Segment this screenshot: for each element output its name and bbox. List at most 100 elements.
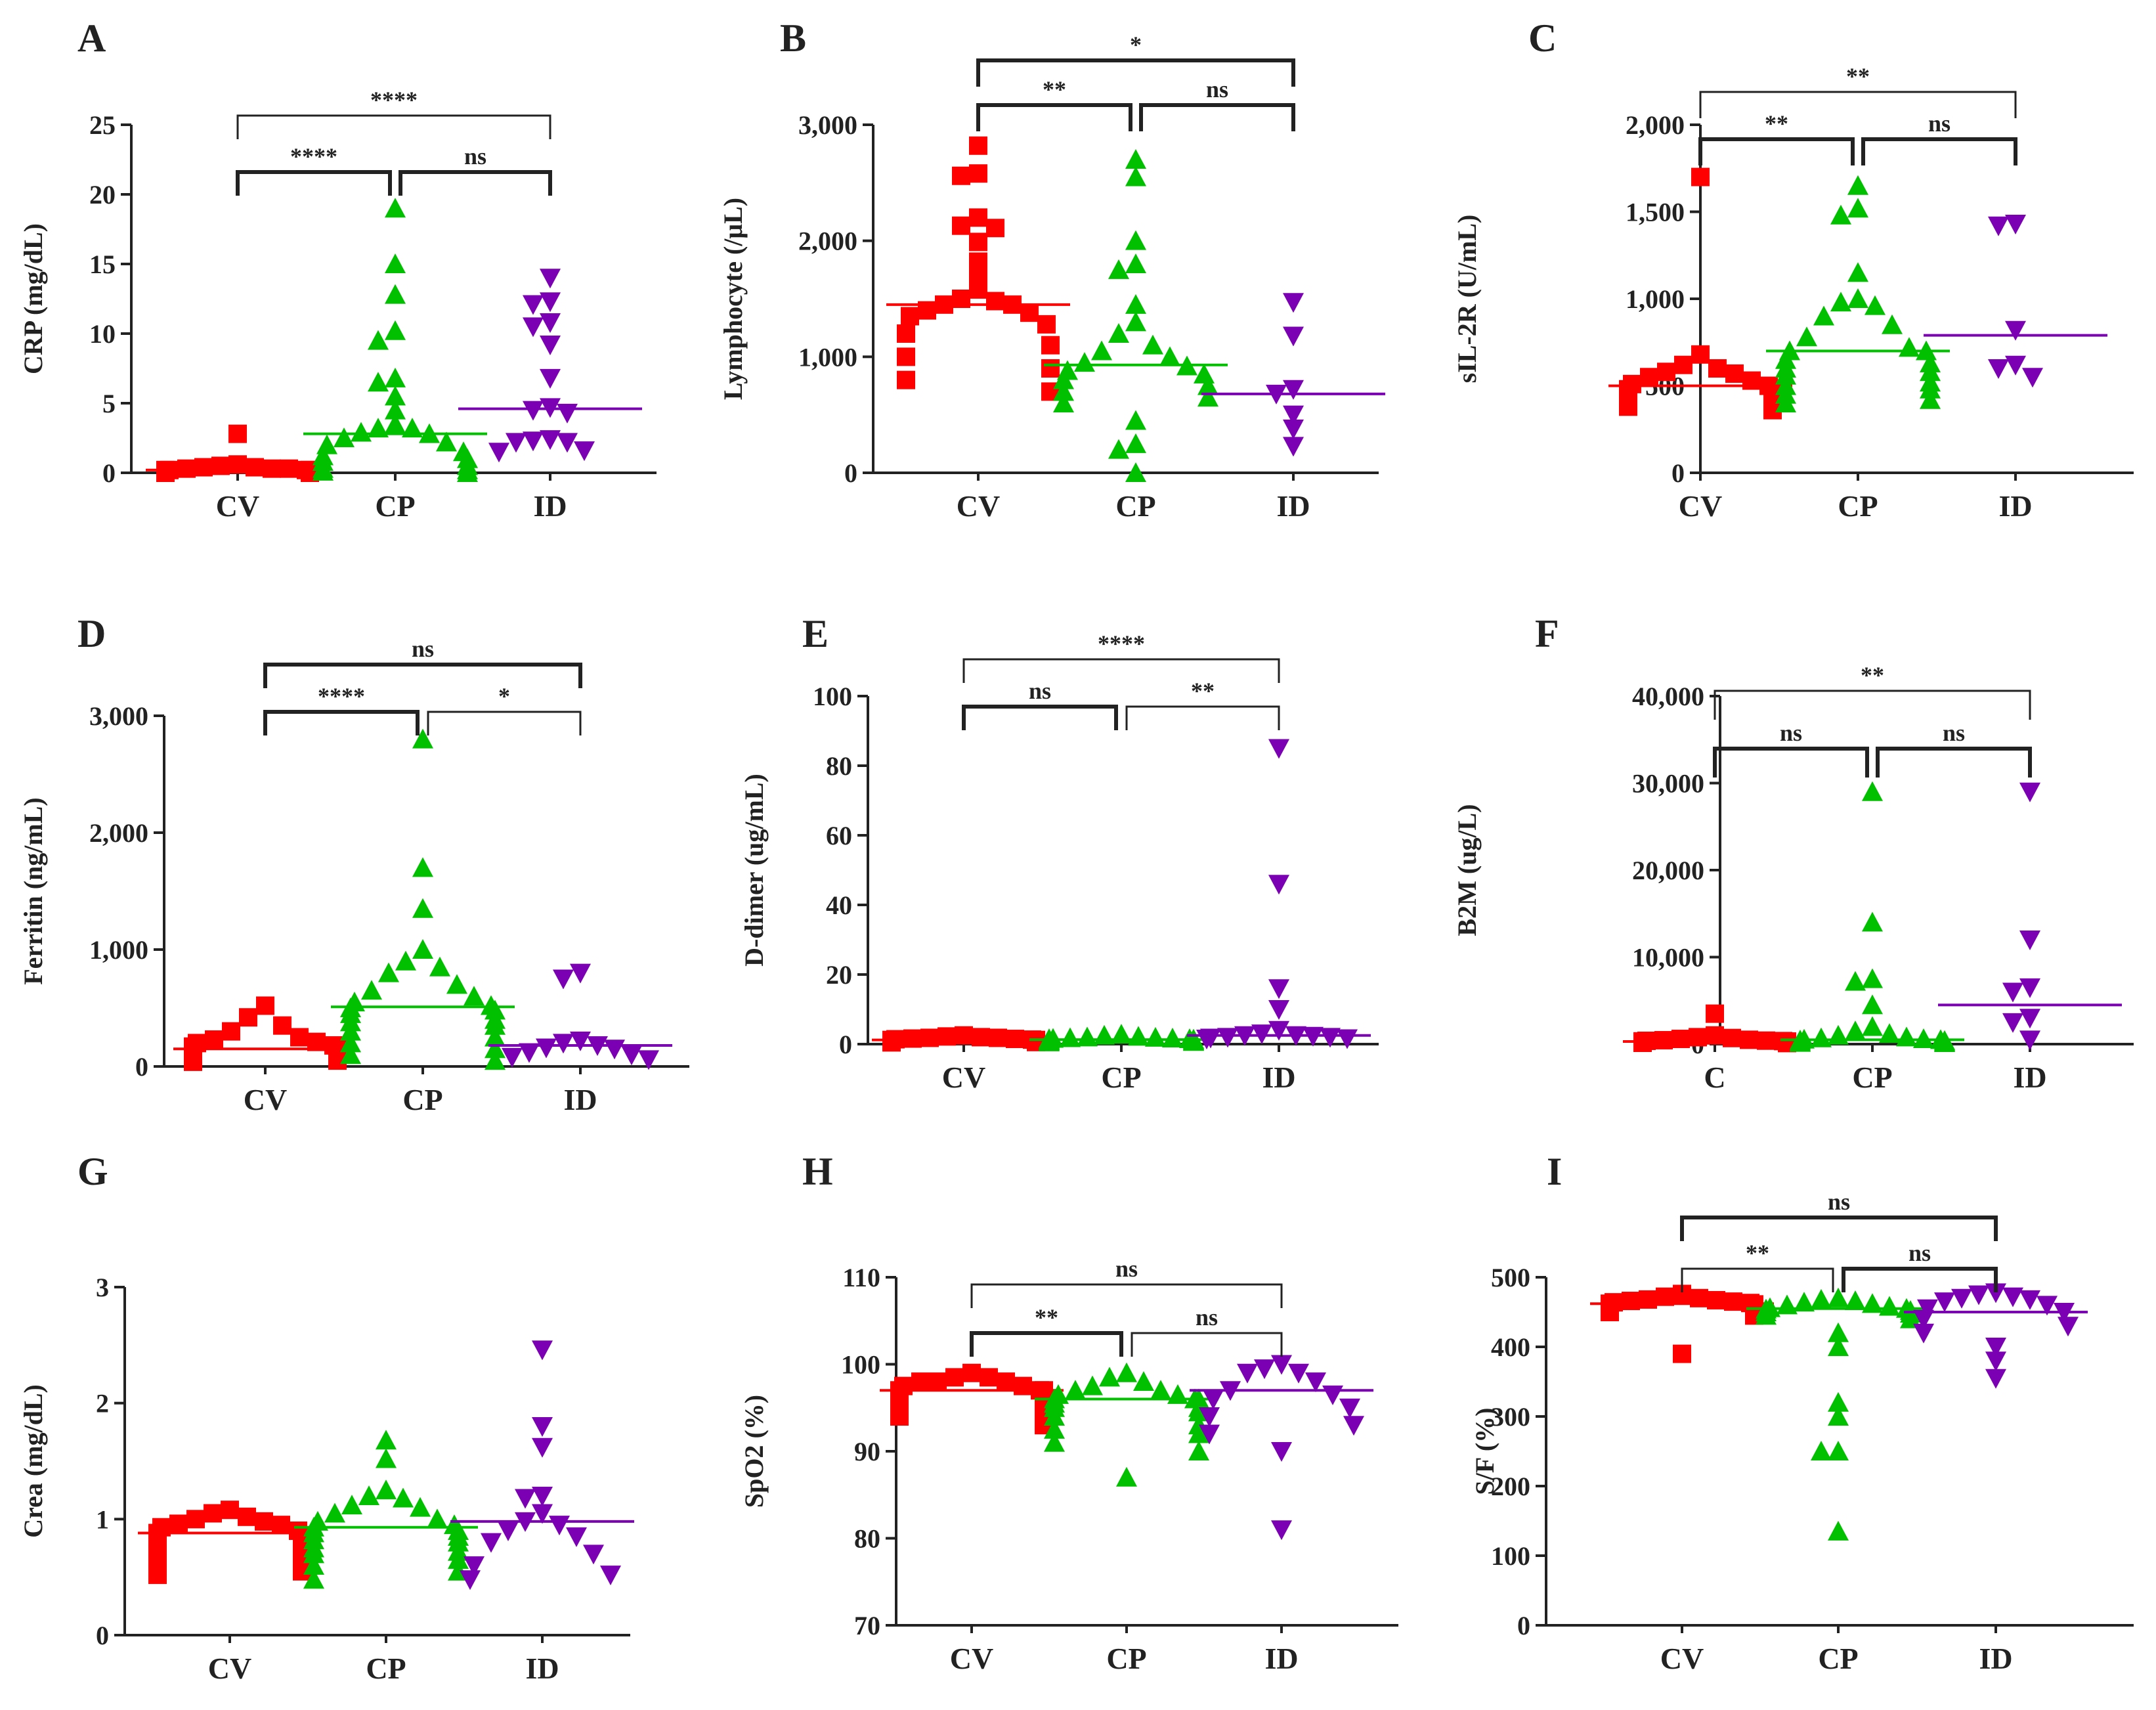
data-point-id [2019, 1290, 2040, 1310]
significance-label: ** [1846, 63, 1870, 89]
data-point-cv [272, 1516, 290, 1535]
data-point-cp [1796, 326, 1817, 347]
data-point-cv [1708, 359, 1727, 378]
data-point-cp [457, 462, 478, 482]
data-point-id [1985, 1369, 2006, 1389]
data-point-cv [184, 1052, 202, 1071]
data-point-cp [385, 198, 406, 218]
x-tick-label: ID [533, 489, 567, 523]
data-point-id [2005, 215, 2026, 235]
data-point-id [2058, 1317, 2079, 1337]
data-point-cp [1077, 1026, 1098, 1047]
significance-bracket [1714, 690, 2031, 720]
data-point-id [583, 1545, 604, 1565]
data-point-id [2002, 982, 2023, 1003]
data-point-cp [368, 330, 389, 350]
x-tick-label: CV [942, 1061, 985, 1094]
data-point-cp [1811, 1288, 1832, 1309]
significance-label: ns [412, 636, 434, 662]
data-point-id [1271, 1355, 1292, 1375]
data-point-id [2005, 355, 2026, 376]
data-point-cv [920, 1028, 939, 1047]
data-point-cp [412, 728, 433, 749]
data-point-id [1988, 216, 2009, 236]
data-point-cp [376, 1430, 397, 1450]
data-point-cp [1900, 1308, 1921, 1328]
y-tick-label: 20 [89, 180, 116, 209]
data-point-cv [986, 292, 1004, 311]
data-point-cp [1794, 1292, 1815, 1312]
significance-label: ns [1196, 1304, 1218, 1330]
data-point-id [1268, 1000, 1289, 1020]
data-point-cp [1125, 149, 1146, 169]
data-point-cp [1044, 1432, 1065, 1452]
data-point-cp [1775, 393, 1796, 412]
data-point-cv [1740, 1030, 1758, 1049]
data-point-cp [1920, 389, 1941, 409]
data-point-cp [1828, 1441, 1849, 1460]
data-point-id [1968, 1285, 1989, 1305]
significance-label: **** [290, 143, 337, 169]
data-point-cv [263, 459, 281, 478]
data-point-cv [955, 1026, 973, 1045]
significance-label: * [498, 683, 510, 709]
data-point-cp [436, 431, 457, 452]
y-tick-label: 0 [135, 1052, 148, 1082]
data-point-cv [1014, 1376, 1032, 1395]
x-tick-label: ID [1264, 1642, 1298, 1675]
data-point-cp [1044, 1406, 1065, 1426]
y-tick-label: 0 [102, 458, 116, 488]
data-point-cv [221, 1501, 239, 1520]
significance-label: ns [1029, 678, 1051, 704]
data-point-cv [273, 1016, 291, 1035]
significance-bracket [962, 658, 1280, 683]
data-point-id [523, 317, 544, 338]
data-point-cp [1125, 166, 1146, 186]
data-point-cp [1188, 1441, 1209, 1460]
data-point-id [519, 1043, 540, 1063]
significance-label: ns [1908, 1240, 1931, 1266]
data-point-cp [341, 1495, 362, 1515]
data-point-cv [169, 1514, 188, 1533]
significance-label: **** [370, 87, 418, 113]
y-tick-label: 100 [1491, 1541, 1530, 1571]
y-tick-label: 90 [854, 1437, 880, 1466]
y-tick-label: 1,500 [1626, 198, 1685, 227]
y-tick-label: 2 [96, 1389, 109, 1418]
data-point-cv [986, 219, 1004, 238]
data-point-cp [303, 1569, 324, 1589]
x-tick-label: CP [366, 1652, 406, 1685]
data-point-id [523, 295, 544, 315]
data-point-id [1303, 1026, 1324, 1047]
data-point-cv [1724, 1292, 1742, 1311]
data-point-cp [1125, 311, 1146, 332]
data-point-id [540, 430, 561, 450]
data-point-cp [1847, 288, 1868, 308]
data-point-id [540, 368, 561, 389]
data-point-cp [340, 1044, 361, 1064]
x-tick-label: CV [216, 489, 259, 523]
significance-label: ns [1928, 110, 1951, 137]
significance-label: **** [318, 683, 365, 709]
data-point-cp [485, 1015, 506, 1035]
data-point-id [464, 1556, 485, 1576]
data-point-cv [890, 1407, 909, 1426]
data-point-cv [1619, 397, 1637, 416]
x-tick-label: CP [375, 489, 415, 523]
data-point-cv [1707, 1290, 1725, 1309]
data-point-cp [368, 372, 389, 392]
x-tick-label: CP [1852, 1061, 1892, 1094]
data-point-id [540, 269, 561, 289]
data-point-cp [1145, 1026, 1166, 1047]
data-point-cp [1060, 1027, 1081, 1047]
y-tick-label: 100 [813, 682, 852, 711]
data-point-cp [485, 1038, 506, 1059]
significance-label: ns [1115, 1256, 1138, 1282]
x-tick-label: ID [1979, 1642, 2012, 1675]
data-point-cp [1847, 262, 1868, 282]
x-tick-label: CV [950, 1642, 993, 1675]
data-point-cv [972, 1028, 990, 1047]
